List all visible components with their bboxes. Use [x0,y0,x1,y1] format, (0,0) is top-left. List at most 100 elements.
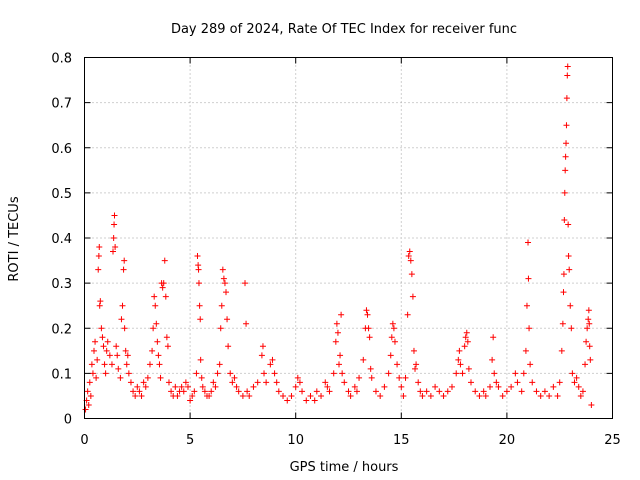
data-point [246,392,253,399]
y-axis-label: ROTI / TECUs [7,196,22,281]
data-point [196,302,203,309]
data-point [585,316,592,323]
data-point [106,352,113,359]
y-tick-label: 0.3 [51,277,72,292]
data-point [259,343,266,350]
data-point [223,289,230,296]
data-point [402,374,409,381]
data-point [462,334,469,341]
data-point [444,388,451,395]
data-point [96,302,103,309]
data-point [180,388,187,395]
data-point [400,392,407,399]
data-point [455,356,462,363]
data-point [562,167,569,174]
data-point [583,338,590,345]
data-point [525,275,532,282]
data-point [408,271,415,278]
data-point [86,379,93,386]
data-point [93,374,100,381]
data-point [368,374,375,381]
data-point [367,365,374,372]
data-point [381,383,388,390]
data-point [347,392,354,399]
data-point [508,383,515,390]
data-point [134,383,141,390]
data-points [82,63,595,413]
data-point [582,361,589,368]
data-point [482,392,489,399]
x-axis-label: GPS time / hours [290,460,399,475]
data-point [95,253,102,260]
y-tick-label: 0 [64,413,72,428]
data-point [184,383,191,390]
data-point [197,356,204,363]
data-point [364,311,371,318]
data-point [212,383,219,390]
data-point [292,383,299,390]
data-point [235,388,242,395]
data-point [456,347,463,354]
data-point [187,397,194,404]
x-tick-label: 20 [499,433,516,448]
data-point [427,392,434,399]
data-point [113,343,120,350]
data-point [579,388,586,395]
data-point [189,392,196,399]
data-point [164,343,171,350]
data-point [459,370,466,377]
data-point [294,374,301,381]
data-point [216,361,223,368]
data-point [99,334,106,341]
data-point [208,388,215,395]
data-point [303,397,310,404]
data-point [499,392,506,399]
data-point [199,383,206,390]
data-point [339,370,346,377]
data-point [563,95,570,102]
data-point [396,374,403,381]
data-point [556,379,563,386]
data-point [159,284,166,291]
data-point [267,361,274,368]
data-point [224,316,231,323]
data-point [263,379,270,386]
x-tick-label: 0 [80,433,88,448]
data-point [353,388,360,395]
data-point [366,334,373,341]
data-point [559,320,566,327]
data-point [220,275,227,282]
data-point [363,307,370,314]
data-point [564,72,571,79]
data-point [152,302,159,309]
data-point [157,374,164,381]
data-point [250,383,257,390]
data-point [585,307,592,314]
data-point [560,271,567,278]
data-point [284,397,291,404]
data-point [324,383,331,390]
data-point [413,361,420,368]
data-point [168,388,175,395]
data-point [389,320,396,327]
data-point [98,325,105,332]
data-point [110,235,117,241]
data-point [206,392,213,399]
data-point [195,266,202,273]
data-point [417,388,424,395]
data-point [318,392,325,399]
y-tick-label: 0.4 [51,232,72,247]
data-point [242,280,249,287]
x-tick-labels: 0 5 10 15 20 25 [80,433,620,448]
data-point [587,356,594,363]
data-point [571,379,578,386]
data-point [322,379,329,386]
data-point [541,388,548,395]
data-point [269,356,276,363]
data-point [193,370,200,377]
data-point [527,361,534,368]
data-point [280,392,287,399]
data-point [121,257,128,264]
data-point [377,392,384,399]
